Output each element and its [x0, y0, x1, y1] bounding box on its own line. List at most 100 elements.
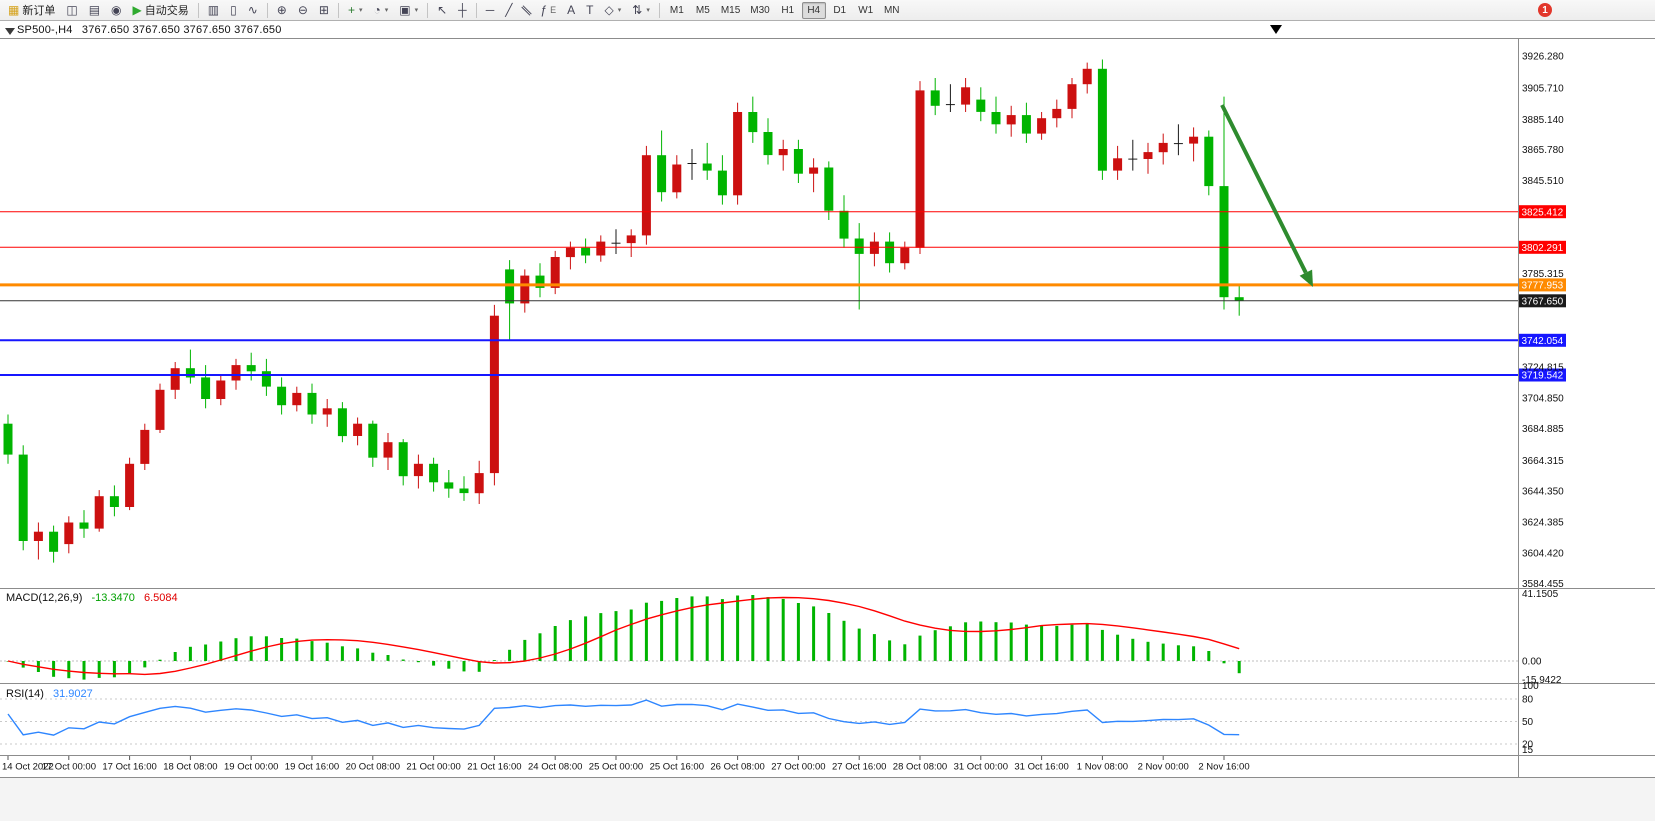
macd-bar — [523, 639, 527, 661]
macd-bar — [1146, 641, 1150, 661]
line-chart-button[interactable]: ∿ — [243, 1, 263, 19]
fibonacci-sub-icon: E — [550, 5, 557, 15]
candle-body — [885, 241, 895, 264]
time-axis-label: 19 Oct 00:00 — [224, 762, 278, 773]
timeframe-button-m5[interactable]: M5 — [691, 2, 715, 19]
timeframe-button-m30[interactable]: M30 — [746, 2, 773, 19]
trendline-tool-button[interactable]: ╱ — [500, 1, 517, 19]
macd-bar — [508, 649, 512, 661]
chevron-down-icon: ▾ — [646, 7, 650, 14]
time-axis-label: 25 Oct 00:00 — [589, 762, 643, 773]
macd-bar — [462, 661, 466, 672]
timeframe-button-m1[interactable]: M1 — [665, 2, 689, 19]
rsi-axis-label: 80 — [1522, 695, 1534, 706]
candle-body — [641, 155, 651, 236]
candle-body — [976, 99, 986, 112]
macd-bar — [280, 638, 284, 661]
new-order-button[interactable]: ▦ 新订单 — [3, 1, 60, 19]
macd-bar — [964, 622, 968, 661]
candle-body — [155, 389, 165, 430]
timeframe-button-h1[interactable]: H1 — [776, 2, 800, 19]
macd-main-value: -13.3470 — [91, 592, 135, 604]
chart-ohlc-quotes: 3767.650 3767.650 3767.650 3767.650 — [81, 24, 282, 36]
arrows-tool-button[interactable]: ⇅ ▾ — [627, 1, 655, 19]
chart-canvas[interactable]: 3825.412 3802.291 3777.953 3742.054 3719.542… — [0, 21, 1655, 778]
macd-bar — [128, 661, 132, 674]
label-tool-icon: T — [586, 3, 594, 17]
zoom-out-button[interactable]: ⊖ — [293, 1, 313, 19]
profiles-button[interactable]: ▤ — [84, 1, 105, 19]
candle-body — [565, 247, 575, 258]
arrow-shaft[interactable] — [1220, 104, 1308, 274]
price-axis-label: 3604.420 — [1522, 548, 1564, 559]
candle-body — [444, 482, 454, 489]
candle-body — [1082, 68, 1092, 85]
candle-body — [413, 463, 423, 477]
toolbar-separator — [427, 2, 429, 18]
candlestick-chart-button[interactable]: ▯ — [225, 1, 242, 19]
candle-body — [231, 365, 241, 381]
bar-chart-button[interactable]: ▥ — [203, 1, 224, 19]
timeframe-button-h4[interactable]: H4 — [801, 1, 826, 19]
new-chart-button[interactable]: + ▾ — [343, 1, 368, 19]
candle-body — [930, 90, 940, 106]
svg-text:3767.650: 3767.650 — [1522, 296, 1564, 307]
candle-body — [337, 408, 347, 437]
chart-shift-marker[interactable] — [1270, 25, 1282, 34]
price-tag-3777.953: 3777.953 — [1519, 278, 1566, 292]
alerts-icon: ◉ — [111, 3, 122, 17]
channel-icon: ∥ — [519, 2, 534, 18]
macd-bar — [538, 633, 542, 661]
timeframe-button-m15[interactable]: M15 — [717, 2, 744, 19]
arrow-annotation[interactable] — [1220, 104, 1313, 287]
candle-body — [596, 241, 606, 256]
fibonacci-icon: ƒ — [540, 3, 548, 17]
macd-signal-value: 6.5084 — [143, 592, 178, 604]
chevron-down-icon: ▾ — [384, 7, 389, 14]
horizontal-lines[interactable]: 3825.412 3802.291 3777.953 3742.054 3719.542… — [0, 205, 1566, 382]
candle-body — [1052, 108, 1062, 119]
price-axis-label: 3845.510 — [1522, 176, 1564, 187]
text-tool-button[interactable]: A — [562, 1, 580, 19]
timeframe-toolbar: M1 M5 M15 M30 H1 H4 D1 W1 MN — [664, 1, 905, 19]
template-button[interactable]: ▣ ▾ — [394, 1, 423, 19]
shapes-tool-button[interactable]: ◇ ▾ — [600, 1, 627, 19]
macd-bar — [781, 599, 785, 661]
macd-bar — [553, 626, 557, 661]
macd-bar — [492, 660, 496, 661]
one-click-trading-toggle[interactable] — [5, 28, 15, 35]
price-tag-3719.542: 3719.542 — [1519, 368, 1566, 382]
macd-bar — [325, 642, 329, 661]
horizontal-line-tool-button[interactable]: ─ — [481, 1, 500, 19]
candle-body — [900, 247, 910, 264]
tile-windows-button[interactable]: ⊞ — [314, 1, 334, 19]
autotrading-button[interactable]: ▶ 自动交易 — [128, 1, 194, 19]
notification-badge[interactable]: 1 — [1538, 3, 1552, 17]
period-button[interactable]: ◔ ▾ — [368, 1, 393, 19]
alerts-button[interactable]: ◉ — [106, 1, 126, 19]
macd-bar — [1085, 623, 1089, 661]
macd-bar — [158, 659, 162, 661]
candle-body — [125, 463, 135, 507]
zoom-in-button[interactable]: ⊕ — [272, 1, 292, 19]
time-axis-label: 21 Oct 00:00 — [406, 762, 460, 773]
channel-tool-button[interactable]: ∥ — [518, 1, 534, 19]
candle-body — [581, 247, 591, 256]
candle-body — [1037, 118, 1047, 134]
macd-bar — [67, 661, 71, 679]
macd-bar — [310, 641, 314, 661]
label-tool-button[interactable]: T — [581, 1, 598, 19]
timeframe-button-w1[interactable]: W1 — [854, 2, 878, 19]
macd-bar — [1009, 622, 1013, 661]
chart-symbol-period: SP500-,H4 — [17, 24, 73, 36]
charts-button[interactable]: ◫ — [61, 1, 82, 19]
cursor-button[interactable]: ↖ — [432, 1, 452, 19]
candle-body — [383, 442, 393, 458]
crosshair-button[interactable]: ┼ — [453, 1, 472, 19]
price-axis-label: 3905.710 — [1522, 83, 1564, 94]
timeframe-button-mn[interactable]: MN — [880, 2, 904, 19]
timeframe-button-d1[interactable]: D1 — [828, 2, 852, 19]
time-axis-label: 17 Oct 16:00 — [102, 762, 156, 773]
